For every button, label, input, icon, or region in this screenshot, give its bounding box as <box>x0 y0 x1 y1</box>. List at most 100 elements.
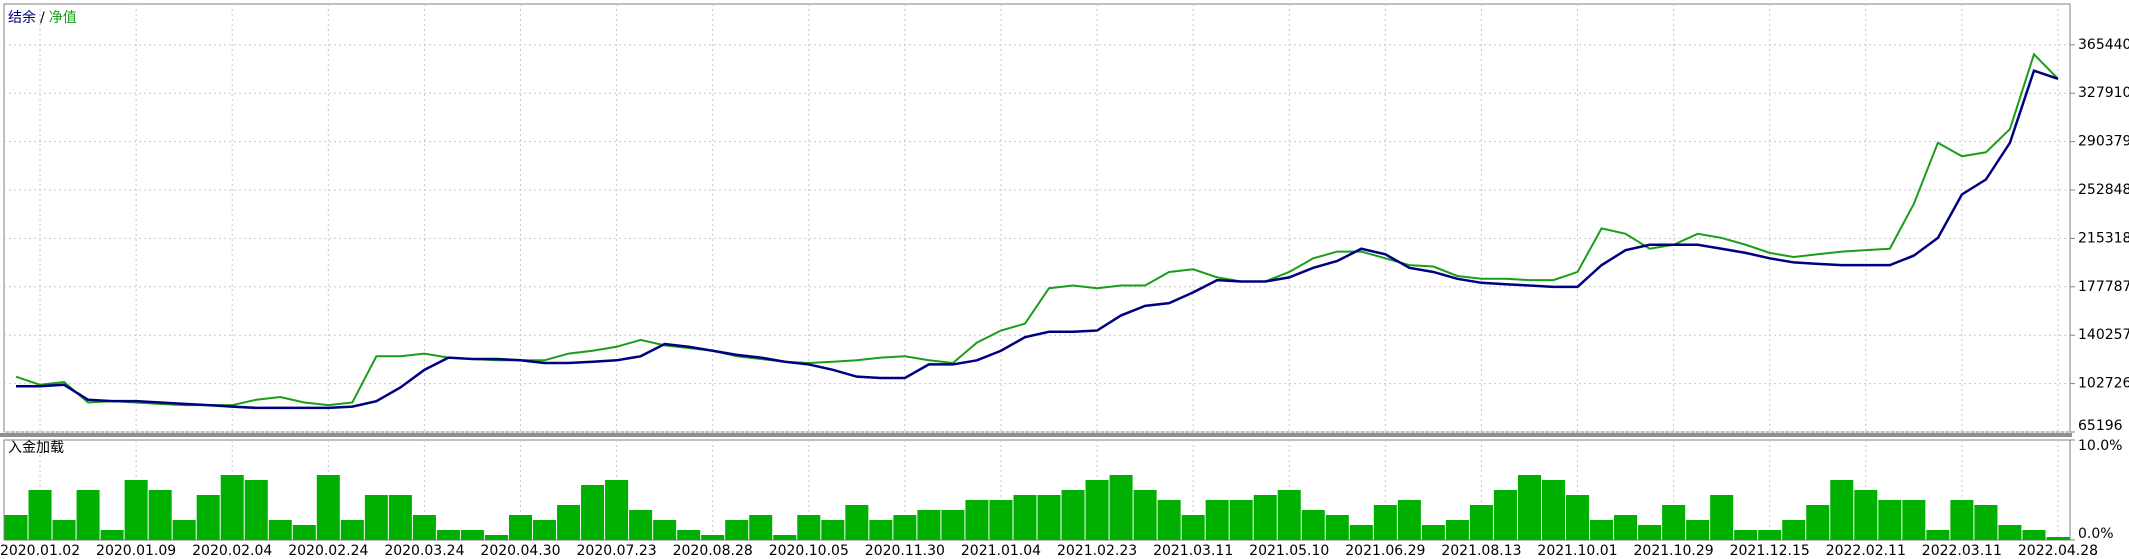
bar <box>1037 495 1061 540</box>
x-tick-label: 2022.02.11 <box>1826 543 1906 559</box>
bar <box>1253 495 1277 540</box>
bar <box>148 490 172 540</box>
x-tick-label: 2021.05.10 <box>1249 543 1329 559</box>
bar <box>1590 520 1614 540</box>
bar <box>1229 500 1253 540</box>
bar <box>1397 500 1421 540</box>
bar <box>869 520 893 540</box>
bar <box>1734 530 1758 540</box>
bar <box>1758 530 1782 540</box>
bar <box>725 520 749 540</box>
y-tick-label: 365440 <box>2078 37 2129 53</box>
y-tick-label: 215318 <box>2078 230 2129 246</box>
panel-title: 入金加载 <box>8 440 64 456</box>
bar <box>533 520 557 540</box>
y-tick-label: 290379 <box>2078 134 2129 150</box>
x-tick-label: 2021.01.04 <box>961 543 1041 559</box>
bar <box>1421 525 1445 540</box>
bar <box>1974 505 1998 540</box>
bar <box>1061 490 1085 540</box>
bar <box>1469 505 1493 540</box>
bar <box>340 520 364 540</box>
y-tick-label: 0.0% <box>2078 526 2114 542</box>
x-tick-label: 2020.07.23 <box>577 543 657 559</box>
x-tick-label: 2020.01.09 <box>96 543 176 559</box>
bar <box>292 525 316 540</box>
bar <box>316 475 340 540</box>
bar <box>1109 475 1133 540</box>
bar <box>989 500 1013 540</box>
bar <box>629 510 653 540</box>
bar <box>1325 515 1349 540</box>
bar <box>484 535 508 540</box>
bar <box>76 490 100 540</box>
bar <box>965 500 989 540</box>
bar <box>1157 500 1181 540</box>
x-tick-label: 2021.10.29 <box>1634 543 1714 559</box>
legend-equity: 净值 <box>49 10 77 26</box>
bar <box>1806 505 1830 540</box>
plot-frame <box>3 3 2071 433</box>
panel-separator <box>0 433 2072 437</box>
bar <box>1517 475 1541 540</box>
bar <box>28 490 52 540</box>
y-tick-label: 65196 <box>2078 418 2123 434</box>
bar <box>1566 495 1590 540</box>
x-tick-label: 2020.02.24 <box>288 543 368 559</box>
bar <box>388 495 412 540</box>
bar <box>797 515 821 540</box>
x-tick-label: 2021.02.23 <box>1057 543 1137 559</box>
bar <box>1662 505 1686 540</box>
y-tick-label: 102726 <box>2078 376 2129 392</box>
legend-balance: 结余 <box>8 9 36 26</box>
bar <box>1301 510 1325 540</box>
y-tick-label: 252848 <box>2078 182 2129 198</box>
x-tick-label: 2020.10.05 <box>769 543 849 559</box>
y-tick-label: 177787 <box>2078 279 2129 295</box>
bar <box>1614 515 1638 540</box>
balance-line <box>16 69 2059 410</box>
bar <box>412 515 436 540</box>
y-tick-label: 140257 <box>2078 327 2129 343</box>
bar <box>196 495 220 540</box>
bar <box>893 515 917 540</box>
x-tick-label: 2020.02.04 <box>192 543 272 559</box>
bar <box>1638 525 1662 540</box>
bar <box>460 530 484 540</box>
bar <box>268 520 292 540</box>
bar <box>1373 505 1397 540</box>
x-tick-label: 2020.01.02 <box>0 543 80 559</box>
bar <box>1830 480 1854 540</box>
bar <box>773 535 797 540</box>
bar <box>1926 530 1950 540</box>
bar <box>653 520 677 540</box>
bar <box>1782 520 1806 540</box>
legend-separator: / <box>40 10 45 26</box>
bar <box>1085 480 1109 540</box>
x-tick-label: 2021.08.13 <box>1441 543 1521 559</box>
bar <box>1493 490 1517 540</box>
bar <box>4 515 28 540</box>
x-tick-label: 2020.03.24 <box>384 543 464 559</box>
bar <box>605 480 629 540</box>
y-tick-label: 10.0% <box>2078 438 2122 454</box>
x-tick-label: 2022.04.28 <box>2018 543 2098 559</box>
bar <box>436 530 460 540</box>
bar <box>1854 490 1878 540</box>
x-tick-label: 2021.06.29 <box>1345 543 1425 559</box>
bar <box>2022 530 2046 540</box>
bar <box>557 505 581 540</box>
bar <box>244 480 268 540</box>
bar <box>581 485 605 540</box>
bar <box>1013 495 1037 540</box>
bar <box>1349 525 1373 540</box>
bar <box>1181 515 1205 540</box>
bar <box>821 520 845 540</box>
bar <box>220 475 244 540</box>
bar <box>1902 500 1926 540</box>
bar <box>701 535 725 540</box>
x-tick-label: 2021.10.01 <box>1537 543 1617 559</box>
equity-line <box>15 52 2059 407</box>
bar <box>1445 520 1469 540</box>
